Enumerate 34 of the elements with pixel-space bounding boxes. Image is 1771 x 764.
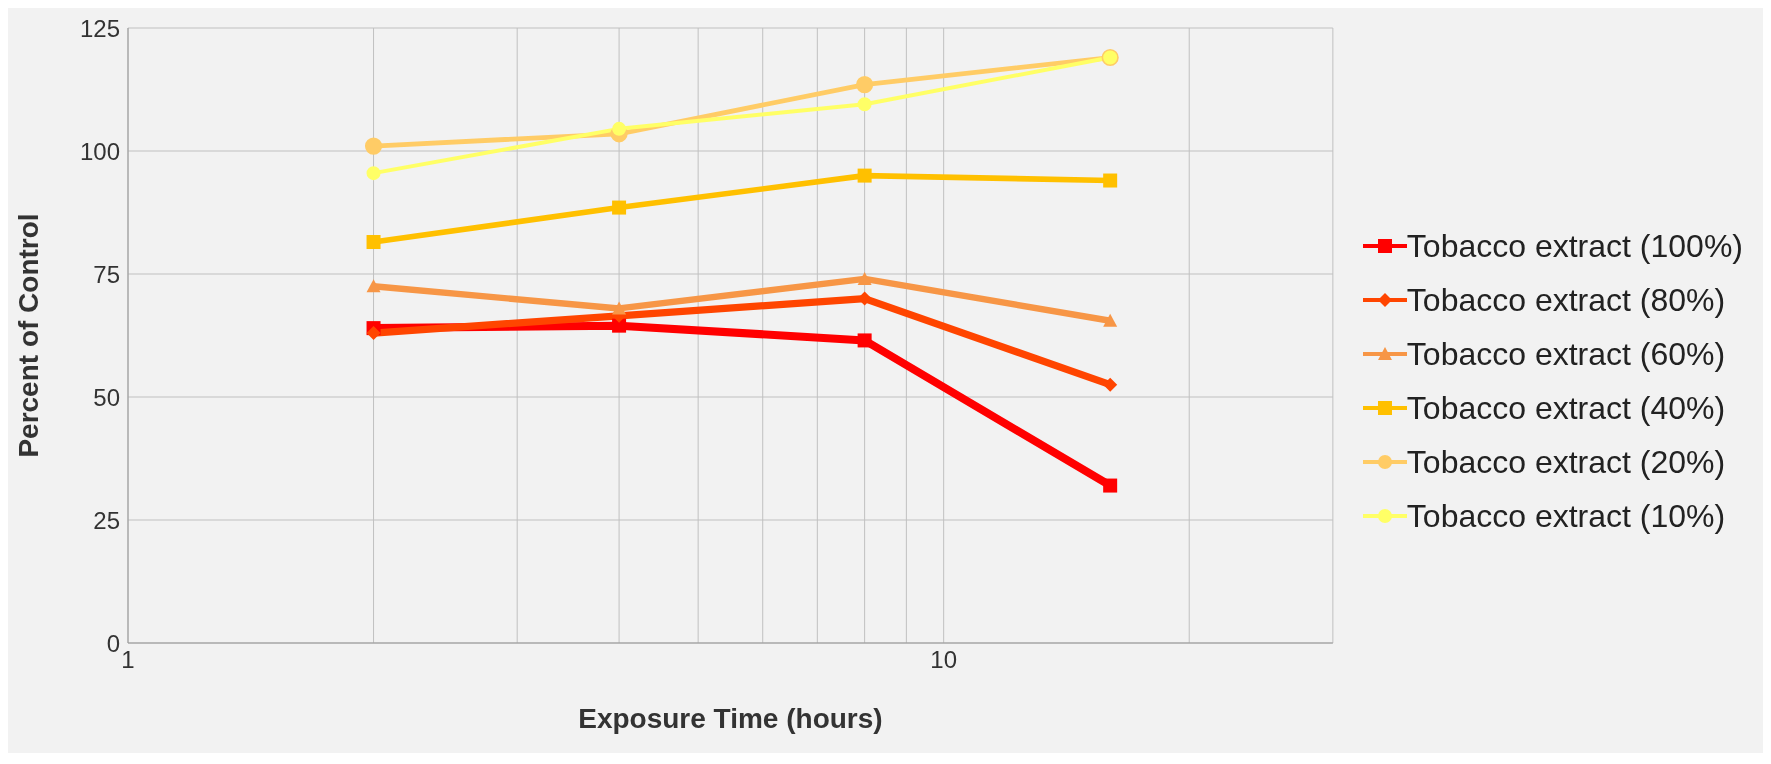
point (857, 271, 872, 285)
y-tick-label: 0 (106, 629, 120, 657)
point (366, 279, 381, 293)
legend-label: Tobacco extract (100%) (1406, 226, 1743, 266)
y-tick-label: 75 (93, 260, 120, 288)
point (612, 200, 627, 215)
point (612, 301, 627, 315)
legend-label: Tobacco extract (20%) (1406, 442, 1726, 482)
x-axis-title: Exposure Time (hours) (578, 703, 883, 734)
point (612, 318, 627, 333)
legend-label: Tobacco extract (80%) (1406, 280, 1726, 320)
y-axis-title: Percent of Control (12, 213, 44, 458)
point (366, 235, 381, 250)
legend-label: Tobacco extract (10%) (1406, 496, 1726, 536)
point (1103, 313, 1118, 327)
point (857, 333, 872, 348)
point (366, 166, 381, 181)
point (857, 97, 872, 112)
point (364, 137, 383, 155)
legend-label: Tobacco extract (60%) (1406, 334, 1726, 374)
point (1103, 377, 1118, 392)
point (1103, 478, 1118, 493)
point (856, 75, 874, 94)
point (857, 168, 872, 183)
y-tick-label: 50 (93, 383, 120, 411)
point (366, 326, 381, 341)
x-tick-label: 1 (121, 646, 135, 674)
point (612, 121, 627, 136)
x-tick-label: 10 (930, 646, 958, 674)
y-tick-label: 25 (93, 506, 120, 534)
y-tick-label: 100 (79, 137, 120, 165)
y-tick-label: 125 (79, 14, 120, 42)
point (1103, 173, 1118, 188)
legend-label: Tobacco extract (40%) (1406, 388, 1726, 428)
